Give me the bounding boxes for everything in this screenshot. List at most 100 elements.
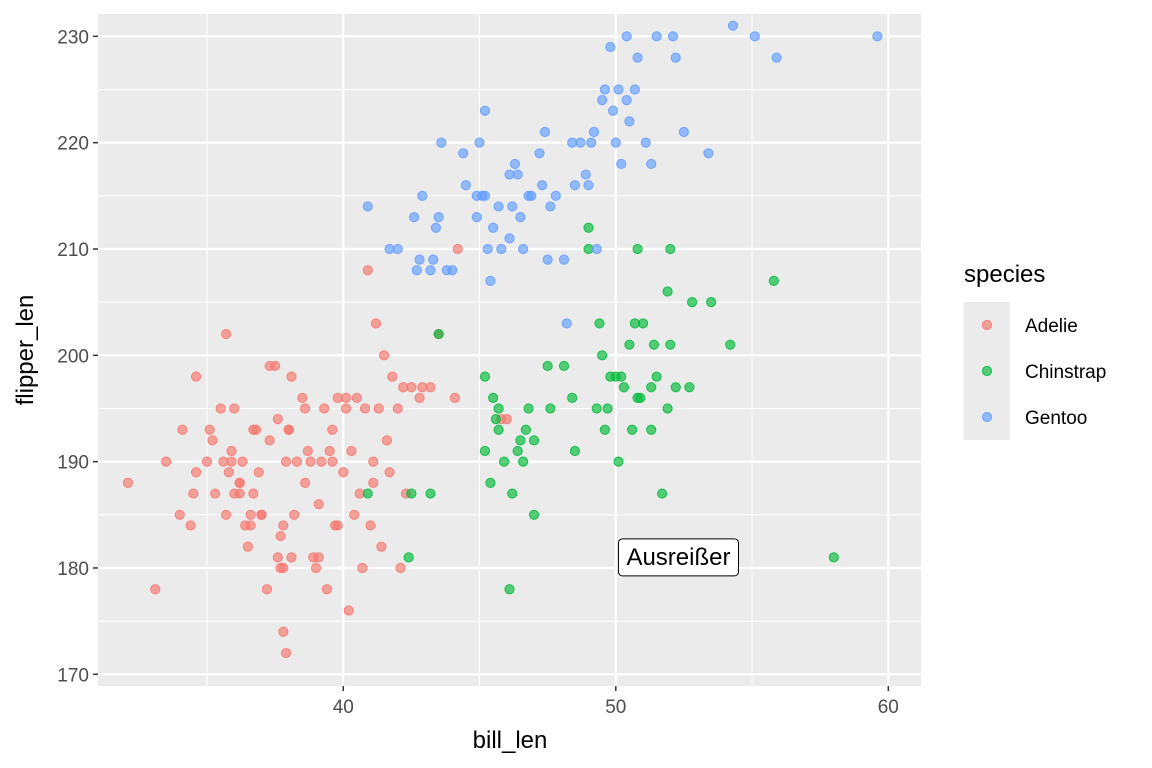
data-point-chinstrap: [512, 445, 523, 457]
annotation-box: [617, 538, 739, 577]
data-point-chinstrap: [498, 456, 510, 467]
data-point-adelie: [452, 243, 463, 255]
data-point-adelie: [414, 392, 425, 403]
data-point-adelie: [368, 456, 379, 467]
data-point-gentoo: [539, 126, 551, 138]
data-point-chinstrap: [613, 456, 624, 467]
data-point-adelie: [327, 456, 338, 467]
data-point-gentoo: [621, 95, 632, 106]
data-point-gentoo: [482, 243, 493, 255]
data-point-chinstrap: [627, 424, 638, 435]
data-point-gentoo: [550, 190, 561, 201]
data-point-adelie: [215, 403, 226, 414]
x-tick-label: 40: [333, 697, 354, 718]
data-point-gentoo: [542, 254, 553, 265]
x-axis-ticks: 40 50 60: [333, 686, 899, 718]
data-point-adelie: [327, 424, 338, 435]
data-point-adelie: [286, 552, 297, 563]
data-point-adelie: [278, 562, 289, 574]
data-point-gentoo: [616, 158, 627, 170]
data-point-chinstrap: [493, 403, 504, 414]
legend-key-gentoo: [981, 411, 993, 423]
data-point-adelie: [210, 488, 221, 499]
data-point-gentoo: [632, 52, 643, 63]
data-point-chinstrap: [518, 456, 529, 467]
data-point-chinstrap: [558, 360, 570, 372]
data-point-gentoo: [561, 318, 572, 329]
data-point-adelie: [379, 350, 390, 361]
data-point-chinstrap: [567, 392, 578, 403]
data-point-gentoo: [515, 211, 526, 223]
data-point-adelie: [395, 562, 406, 574]
legend-key-chinstrap: [981, 365, 993, 377]
data-point-adelie: [242, 541, 253, 552]
data-point-gentoo: [414, 254, 425, 265]
data-point-gentoo: [411, 265, 422, 276]
legend-key-adelie: [981, 319, 993, 331]
data-point-adelie: [289, 509, 300, 520]
data-point-chinstrap: [591, 403, 602, 414]
y-tick-label: 210: [57, 240, 89, 261]
grid-major: [98, 14, 921, 686]
data-point-gentoo: [575, 137, 586, 148]
annotation: Ausreißer: [617, 538, 739, 577]
legend-title: species: [964, 261, 1045, 288]
data-point-adelie: [272, 552, 283, 563]
data-point-adelie: [406, 382, 417, 393]
data-point-gentoo: [588, 126, 600, 138]
grid-minor: [98, 14, 921, 686]
data-point-adelie: [226, 456, 237, 467]
data-point-adelie: [201, 456, 213, 467]
data-point-gentoo: [474, 137, 485, 148]
data-point-gentoo: [433, 211, 444, 223]
data-point-adelie: [362, 265, 373, 276]
data-point-chinstrap: [602, 403, 613, 414]
data-point-adelie: [370, 318, 382, 329]
data-point-gentoo: [607, 105, 619, 116]
data-point-gentoo: [362, 201, 373, 212]
data-point-adelie: [204, 424, 215, 435]
data-point-adelie: [237, 456, 248, 467]
data-point-adelie: [313, 499, 324, 510]
data-point-adelie: [359, 403, 371, 414]
y-tick-label: 180: [57, 559, 89, 580]
data-point-gentoo: [703, 148, 714, 159]
data-point-chinstrap: [670, 382, 681, 393]
data-point-adelie: [501, 414, 512, 425]
data-point-adelie: [248, 488, 259, 499]
data-point-adelie: [332, 392, 343, 403]
data-point-chinstrap: [403, 552, 414, 563]
data-point-adelie: [226, 445, 237, 457]
data-point-adelie: [270, 360, 281, 372]
data-point-chinstrap: [662, 403, 673, 414]
data-point-chinstrap: [768, 275, 779, 286]
y-tick-label: 200: [57, 346, 89, 367]
data-point-chinstrap: [523, 403, 534, 414]
data-point-gentoo: [605, 41, 616, 53]
data-point-adelie: [343, 605, 354, 616]
data-point-adelie: [220, 328, 232, 340]
data-point-adelie: [449, 392, 461, 403]
data-point-chinstrap: [651, 371, 662, 382]
legend-label-chinstrap: Chinstrap: [1025, 362, 1106, 383]
data-point-gentoo: [485, 275, 496, 286]
data-point-adelie: [305, 456, 316, 467]
data-point-adelie: [373, 403, 384, 414]
x-tick-label: 50: [605, 697, 626, 718]
legend-items: Adelie Chinstrap Gentoo: [964, 302, 1106, 440]
data-point-gentoo: [640, 137, 651, 148]
data-point-adelie: [220, 509, 232, 520]
data-point-gentoo: [392, 243, 403, 255]
data-point-gentoo: [428, 254, 439, 265]
data-point-adelie: [229, 403, 240, 414]
data-point-gentoo: [504, 233, 515, 244]
data-point-adelie: [365, 520, 376, 531]
data-point-adelie: [191, 467, 202, 478]
data-point-adelie: [250, 424, 262, 435]
data-point-adelie: [392, 403, 403, 414]
data-point-adelie: [384, 467, 395, 478]
data-point-chinstrap: [485, 477, 496, 489]
data-point-gentoo: [479, 105, 491, 116]
data-point-gentoo: [430, 222, 442, 233]
data-point-chinstrap: [686, 297, 698, 308]
